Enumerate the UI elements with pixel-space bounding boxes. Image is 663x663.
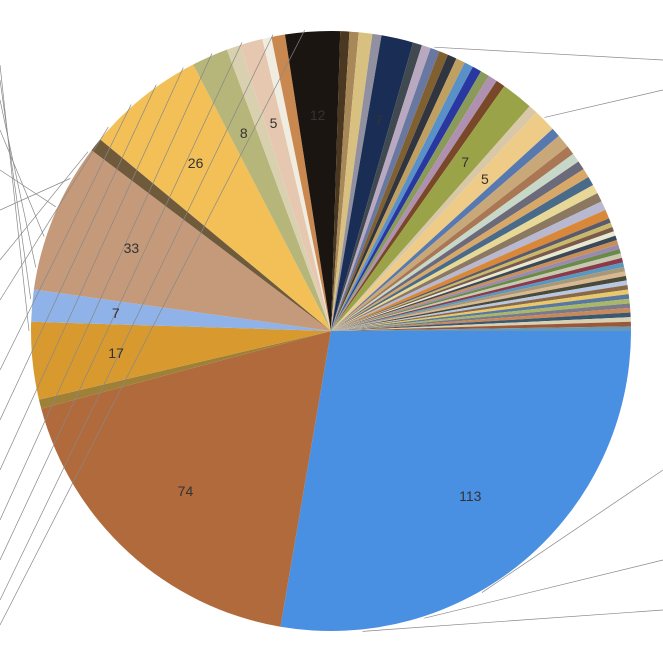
leader-line — [0, 100, 36, 267]
pie-svg — [0, 0, 663, 663]
leader-line — [0, 65, 29, 331]
leader-line — [0, 130, 44, 237]
leader-line — [434, 47, 663, 60]
leader-line — [0, 80, 31, 299]
pie-chart: 1137417733268512775 — [0, 0, 663, 663]
pie-slice — [280, 331, 631, 631]
leader-line — [545, 90, 663, 117]
